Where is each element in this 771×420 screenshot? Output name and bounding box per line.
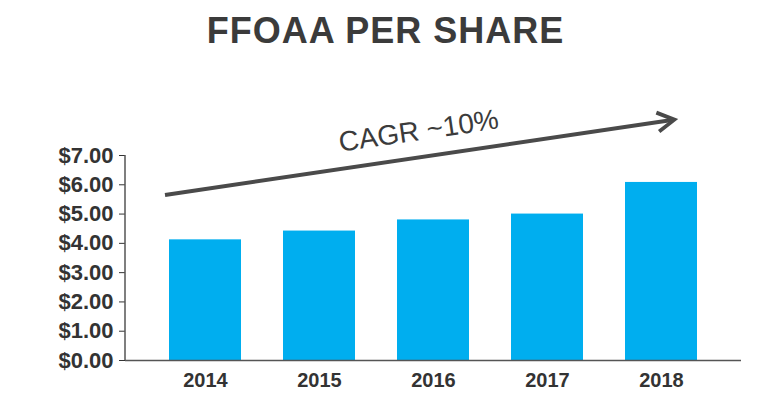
svg-text:$5.00: $5.00 bbox=[58, 201, 113, 226]
svg-text:$4.00: $4.00 bbox=[58, 230, 113, 255]
svg-text:2017: 2017 bbox=[525, 369, 570, 391]
svg-text:$2.00: $2.00 bbox=[58, 289, 113, 314]
svg-text:$1.00: $1.00 bbox=[58, 318, 113, 343]
svg-text:2018: 2018 bbox=[639, 369, 684, 391]
svg-text:2015: 2015 bbox=[297, 369, 342, 391]
svg-text:$7.00: $7.00 bbox=[58, 143, 113, 168]
svg-text:$3.00: $3.00 bbox=[58, 260, 113, 285]
svg-text:2014: 2014 bbox=[183, 369, 228, 391]
html-text:FFOAA PER SHARE: FFOAA PER SHARE bbox=[206, 10, 565, 51]
svg-text:$6.00: $6.00 bbox=[58, 172, 113, 197]
svg-text:CAGR ~10%: CAGR ~10% bbox=[337, 104, 501, 158]
svg-text:2016: 2016 bbox=[411, 369, 456, 391]
svg-text:$0.00: $0.00 bbox=[58, 348, 113, 373]
